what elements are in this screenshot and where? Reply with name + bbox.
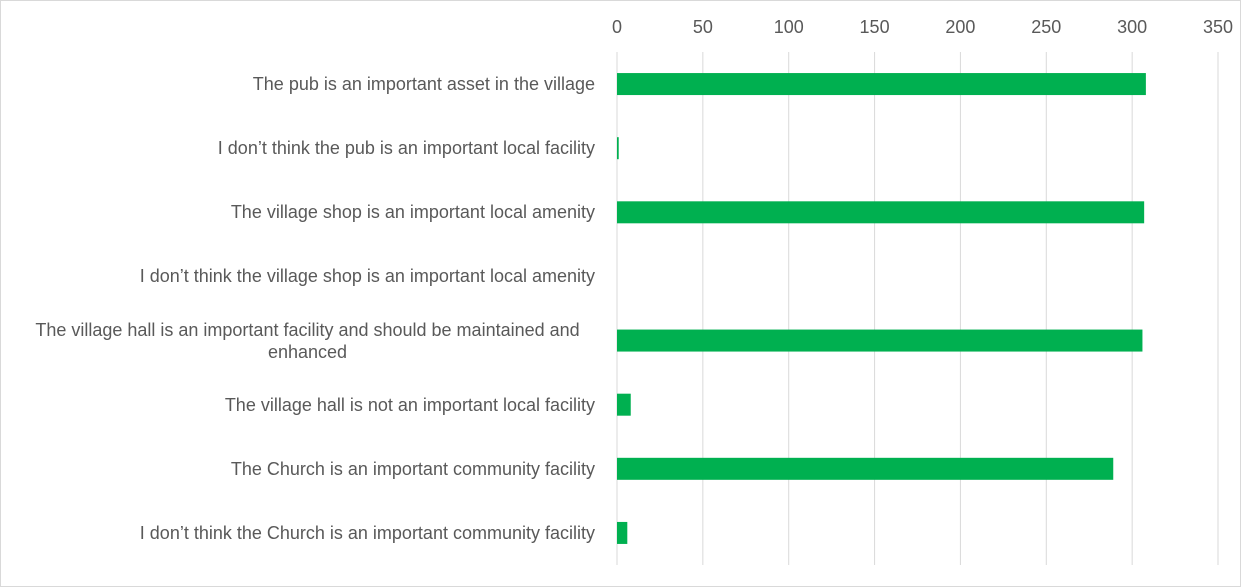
bar: [617, 457, 1114, 480]
y-tick-label: The pub is an important asset in the vil…: [252, 74, 595, 95]
y-tick-label: The village hall is not an important loc…: [224, 394, 595, 415]
bar: [617, 393, 631, 416]
bar: [617, 137, 619, 160]
x-tick-label: 0: [612, 17, 622, 37]
y-tick-label: I don’t think the pub is an important lo…: [217, 138, 595, 159]
bar: [617, 329, 1143, 352]
x-tick-label: 100: [774, 17, 804, 37]
y-tick-label: The village hall is an important facilit…: [35, 319, 580, 362]
y-tick-label: I don’t think the Church is an important…: [139, 522, 595, 543]
x-tick-label: 350: [1203, 17, 1233, 37]
bar: [617, 521, 628, 544]
x-tick-label: 50: [693, 17, 713, 37]
y-tick-label: I don’t think the village shop is an imp…: [139, 266, 595, 287]
bar: [617, 73, 1146, 96]
y-tick-label: The Church is an important community fac…: [230, 458, 595, 479]
x-tick-label: 300: [1117, 17, 1147, 37]
x-tick-label: 200: [945, 17, 975, 37]
x-tick-label: 250: [1031, 17, 1061, 37]
x-tick-label: 150: [860, 17, 890, 37]
y-tick-label: The village shop is an important local a…: [230, 202, 595, 223]
bar: [617, 201, 1145, 224]
